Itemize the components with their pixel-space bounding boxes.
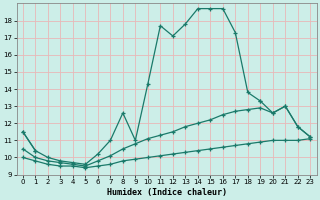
X-axis label: Humidex (Indice chaleur): Humidex (Indice chaleur)	[107, 188, 227, 197]
